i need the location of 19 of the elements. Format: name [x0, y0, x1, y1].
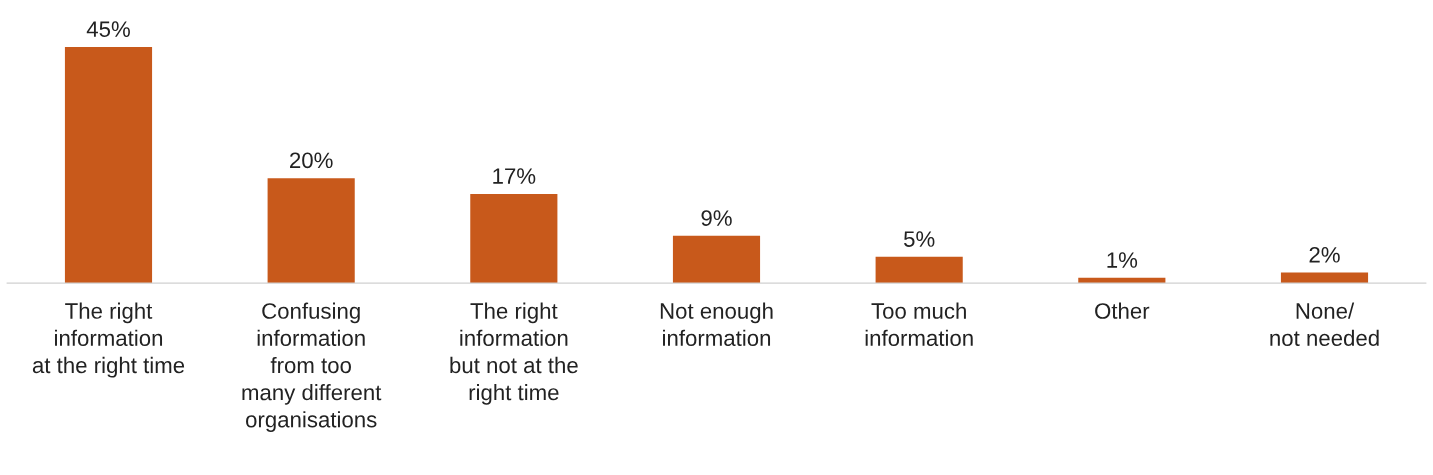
data-label: 45%	[86, 21, 130, 38]
data-label: 9%	[701, 210, 732, 226]
bar	[64, 46, 153, 284]
x-tick-label: The right information at the right time	[32, 302, 185, 378]
data-label: 2%	[1309, 246, 1340, 263]
x-tick-label: Other	[1095, 302, 1150, 319]
bar	[267, 178, 355, 284]
data-label: 5%	[904, 231, 935, 247]
bar	[875, 256, 963, 284]
data-label: 20%	[290, 152, 333, 169]
bar	[470, 193, 558, 284]
x-tick-label: None/ not needed	[1270, 302, 1379, 347]
x-tick-label: Confusing information from too many different organisations	[242, 302, 382, 432]
x-tick-label: Too much information	[865, 302, 973, 347]
data-label: 1%	[1107, 252, 1138, 268]
x-tick-label: Not enough information	[660, 302, 773, 347]
bar	[672, 235, 761, 284]
data-label: 17%	[493, 168, 536, 184]
x-tick-label: The right information but not at the right time	[450, 302, 578, 405]
